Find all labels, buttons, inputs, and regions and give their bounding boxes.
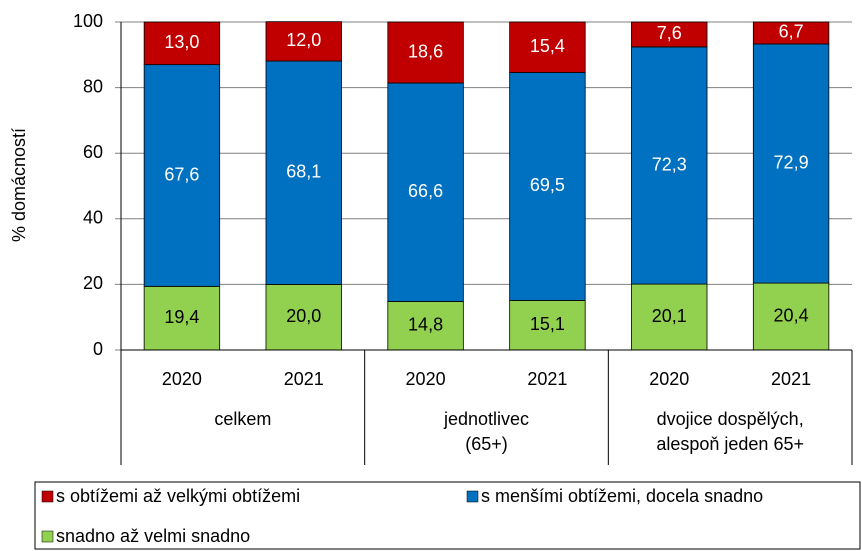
data-label: 20,1 xyxy=(652,306,687,326)
bar-segment xyxy=(752,43,830,284)
legend-swatch xyxy=(41,530,54,543)
x-tick-label: 2021 xyxy=(771,369,811,389)
bar-segment xyxy=(387,82,464,302)
y-tick-label: 0 xyxy=(93,339,103,359)
data-label: 72,9 xyxy=(774,152,809,172)
x-tick-label: 2021 xyxy=(527,369,567,389)
y-axis-label: % domácností xyxy=(9,128,29,242)
group-label: alespoň jeden 65+ xyxy=(656,434,804,454)
x-tick-label: 2021 xyxy=(284,369,324,389)
data-label: 20,0 xyxy=(286,306,321,326)
data-label: 14,8 xyxy=(408,314,443,334)
y-tick-label: 40 xyxy=(83,208,103,228)
y-tick-label: 100 xyxy=(73,11,103,31)
group-label: celkem xyxy=(214,409,271,429)
data-label: 68,1 xyxy=(286,161,321,181)
bar-segment xyxy=(631,283,708,351)
bar-segment xyxy=(143,21,221,66)
x-tick-label: 2020 xyxy=(649,369,689,389)
legend-box xyxy=(34,481,861,550)
bar-segment xyxy=(387,21,464,84)
bar-segment xyxy=(509,72,586,301)
data-label: 69,5 xyxy=(530,175,565,195)
legend-swatch xyxy=(41,490,54,503)
bar-segment xyxy=(265,21,342,62)
bar-segment xyxy=(631,21,708,48)
group-label: (65+) xyxy=(465,434,508,454)
data-label: 6,7 xyxy=(779,22,804,42)
bar-segment xyxy=(143,64,221,287)
legend-label: snadno až velmi snadno xyxy=(56,526,250,546)
y-tick-label: 60 xyxy=(83,142,103,162)
bar-segment xyxy=(387,301,464,351)
data-label: 66,6 xyxy=(408,181,443,201)
data-label: 13,0 xyxy=(164,32,199,52)
y-tick-label: 20 xyxy=(83,273,103,293)
legend-label: s menšími obtížemi, docela snadno xyxy=(481,486,763,506)
data-label: 67,6 xyxy=(164,164,199,184)
x-tick-label: 2020 xyxy=(406,369,446,389)
bar-segment xyxy=(509,21,586,73)
legend-swatch xyxy=(466,490,479,503)
data-label: 15,1 xyxy=(530,314,565,334)
group-label: jednotlivec xyxy=(443,409,529,429)
data-label: 7,6 xyxy=(657,23,682,43)
bar-segment xyxy=(631,46,708,285)
x-tick-label: 2020 xyxy=(162,369,202,389)
group-label: dvojice dospělých, xyxy=(657,409,804,429)
bar-segment xyxy=(752,282,830,351)
data-label: 15,4 xyxy=(530,36,565,56)
y-tick-label: 80 xyxy=(83,76,103,96)
bar-segment xyxy=(752,21,830,45)
bar-segment xyxy=(265,60,342,285)
data-label: 20,4 xyxy=(774,305,809,325)
data-label: 12,0 xyxy=(286,30,321,50)
data-label: 72,3 xyxy=(652,154,687,174)
data-label: 19,4 xyxy=(164,307,199,327)
data-label: 18,6 xyxy=(408,41,443,61)
legend-label: s obtížemi až velkými obtížemi xyxy=(56,486,300,506)
